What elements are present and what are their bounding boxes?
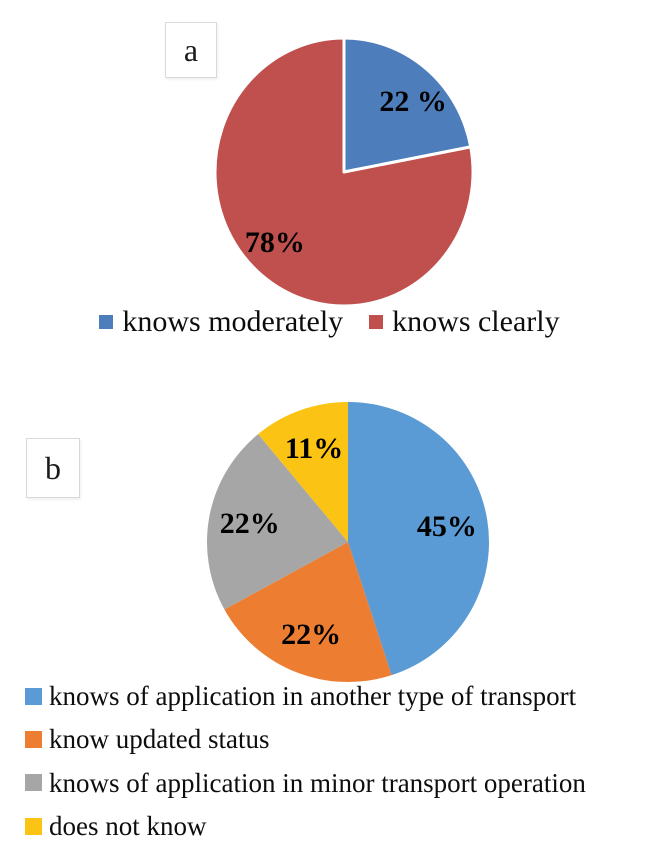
legend-item-does-not-know: does not know <box>25 812 586 840</box>
pie-chart-a: 22 % 78% <box>213 36 475 308</box>
pie-value-label-knows-of-application-in-minor-transport-op: 22% <box>220 507 280 540</box>
legend-label: knows moderately <box>122 305 344 338</box>
legend-swatch-icon <box>25 774 42 792</box>
pie-slice-knows-moderately <box>342 36 473 174</box>
legend-label: know updated status <box>49 724 270 755</box>
pie-slice-knows-of-application-in-minor-transport-op <box>206 434 348 610</box>
pie-slice-knows-of-application-in-another-type-of-tr <box>348 402 490 676</box>
legend-item-knows-of-application-in-minor-transport-op: knows of application in minor transport … <box>25 767 586 798</box>
legend-item-knows-of-application-in-another-type-of-tr: knows of application in another type of … <box>25 682 586 710</box>
pie-slice-know-updated-status <box>224 542 392 683</box>
pie-value-label-knows-moderately: 22 % <box>379 85 447 118</box>
legend-label: knows of application in minor transport … <box>49 767 586 798</box>
legend-swatch-icon <box>25 731 42 749</box>
legend-swatch-icon <box>369 314 384 329</box>
legend-swatch-icon <box>25 687 42 705</box>
pie-value-label-know-updated-status: 22% <box>281 618 341 651</box>
legend-label: does not know <box>49 811 207 842</box>
chart-b-panel-label-box: b <box>26 438 80 498</box>
pie-value-label-knows-of-application-in-another-type-of-tr: 45% <box>417 510 477 543</box>
legend-item-knows-clearly: knows clearly <box>369 305 560 338</box>
chart-b-legend: knows of application in another type of … <box>25 682 586 855</box>
legend-label: knows clearly <box>392 305 560 338</box>
chart-a-panel-label: a <box>183 32 199 68</box>
legend-item-knows-moderately: knows moderately <box>99 306 343 338</box>
chart-b-panel: 45% 22% 22% 11% b knows of application in a… <box>0 360 659 867</box>
chart-a-panel: 22 % 78% a knows moderately knows clearly <box>0 0 659 360</box>
legend-swatch-icon <box>99 314 114 329</box>
chart-b-panel-label: b <box>45 450 61 486</box>
legend-item-know-updated-status: know updated status <box>25 724 586 755</box>
pie-chart-b: 45% 22% 22% 11% <box>206 402 490 683</box>
pie-value-label-knows-clearly: 78% <box>245 226 305 259</box>
pie-slice-does-not-know <box>258 402 348 542</box>
chart-a-panel-label-box: a <box>165 22 217 78</box>
legend-swatch-icon <box>25 817 42 835</box>
legend-label: knows of application in another type of … <box>49 681 577 711</box>
pie-slice-knows-clearly <box>213 36 475 308</box>
chart-a-legend: knows moderately knows clearly <box>0 306 659 338</box>
pie-value-label-does-not-know: 11% <box>285 432 343 465</box>
